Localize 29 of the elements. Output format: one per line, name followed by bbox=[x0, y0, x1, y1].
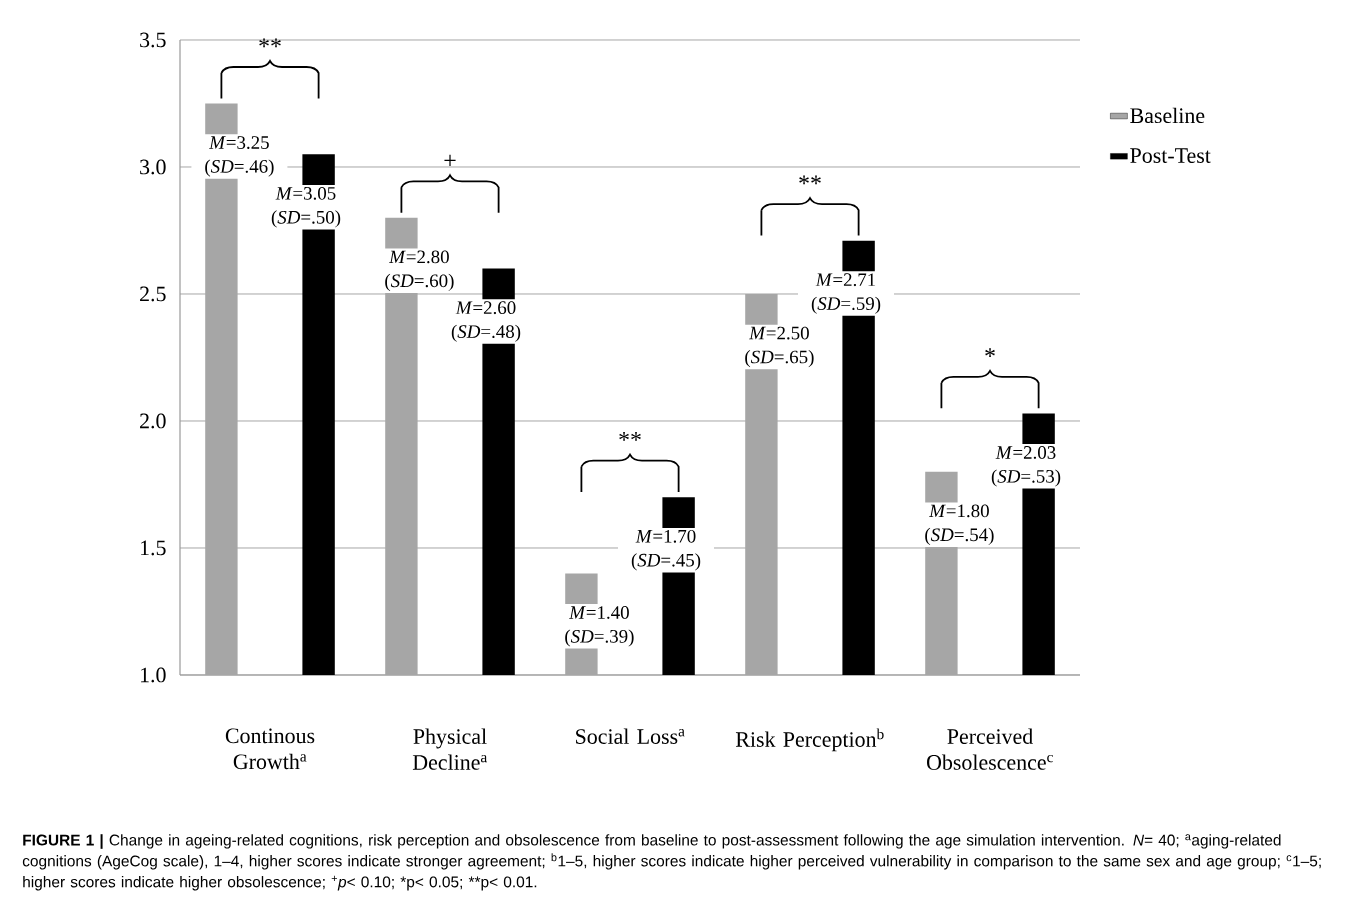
data-label: M=1.80 (SD=.54) bbox=[925, 504, 994, 546]
x-tick-label: Perceived Obsolescence$^{c}$ bbox=[927, 728, 1053, 770]
annotation: + bbox=[444, 154, 456, 166]
data-label: M=2.50 (SD=.65) bbox=[745, 326, 814, 368]
y-tick-label: 2.5 bbox=[140, 286, 166, 302]
y-tick-label: 1.0 bbox=[141, 667, 166, 683]
y-tick-label: 3.0 bbox=[140, 159, 166, 175]
y-tick-label: 1.5 bbox=[141, 540, 166, 556]
legend-label: Baseline bbox=[1130, 107, 1205, 124]
text: FIGURE 1 | Change in ageing-related cognitions, risk perception and obsolescence from baseline to post-assessment following the age simulation intervention. N= 40; $^{a}$aging-related cognitions (AgeCog scale), 1–4, higher scores indicate stronger agreement; $^{b}$1–5, higher scores indicate higher perceived vulnerability in comparison to the same sex and age group; $^{c}$1–5; higher scores indicate higher obsolescence; $^{+}$p< 0.10; *p< 0.05; **p< 0.01. bbox=[22, 834, 1321, 891]
data-label: M=1.70 (SD=.45) bbox=[631, 529, 701, 571]
data-label: M=1.40 (SD=.39) bbox=[565, 606, 634, 647]
annotation: ** bbox=[259, 38, 281, 48]
data-label: M=3.25 (SD=.46) bbox=[205, 136, 274, 177]
y-tick-label: 2.0 bbox=[140, 413, 166, 429]
data-label: M=3.05 (SD=.50) bbox=[271, 186, 341, 228]
annotation: ** bbox=[799, 175, 821, 185]
data-label: M=2.03 (SD=.53) bbox=[991, 446, 1061, 487]
annotation: * bbox=[985, 348, 995, 358]
x-tick-label: Physical Decline$^{a}$ bbox=[412, 728, 488, 770]
legend-label: Post-Test bbox=[1130, 148, 1211, 163]
data-label: M=2.71 (SD=.59) bbox=[811, 273, 881, 314]
x-tick-label: Social Loss$^{a}$ bbox=[576, 728, 685, 744]
x-tick-label: Continous Growth$^{a}$ bbox=[225, 728, 315, 770]
y-tick-label: 3.5 bbox=[140, 32, 166, 48]
data-label: M=2.80 (SD=.60) bbox=[385, 250, 454, 291]
x-tick-label: Risk Perception$^{b}$ bbox=[735, 728, 884, 752]
annotation: ** bbox=[619, 432, 641, 441]
data-label: M=2.60 (SD=.48) bbox=[451, 301, 521, 342]
